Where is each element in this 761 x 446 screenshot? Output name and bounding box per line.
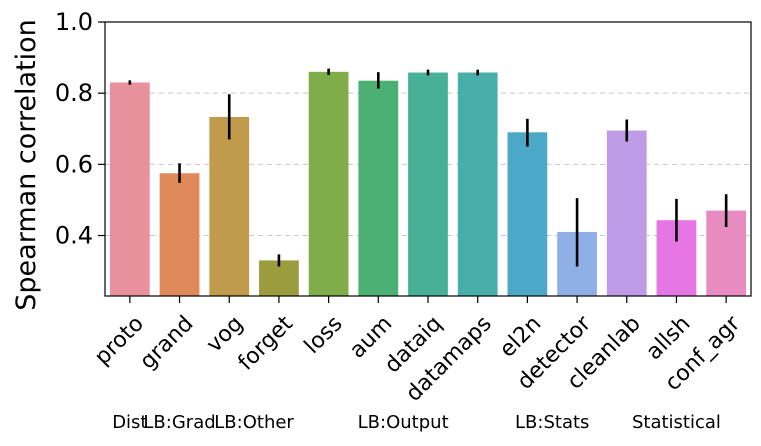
y-tick-label: 0.8 — [55, 79, 93, 107]
y-tick-label: 0.6 — [55, 150, 93, 178]
x-tick-label: loss — [300, 311, 348, 359]
y-tick-label: 1.0 — [55, 8, 93, 36]
y-axis: 0.4 0.6 0.8 1.0 — [55, 8, 105, 250]
bar-grand — [159, 173, 200, 296]
bar-vog — [209, 117, 250, 296]
bar-cleanlab — [606, 130, 647, 296]
group-label: LB:Other — [214, 412, 294, 433]
bar-dataiq — [408, 72, 448, 296]
bar-el2n — [507, 132, 548, 296]
bar-proto — [109, 82, 150, 297]
group-label: LB:Stats — [515, 412, 589, 433]
y-tick-label: 0.4 — [55, 222, 93, 250]
group-label: LB:Grad — [143, 412, 215, 433]
error-bars — [128, 68, 728, 267]
group-label: Statistical — [632, 412, 721, 433]
bar-datamaps — [457, 72, 498, 296]
group-label: Dist — [112, 412, 147, 433]
bar-aum — [358, 80, 399, 296]
x-tick-label: grand — [135, 311, 198, 374]
group-label: LB:Output — [358, 412, 449, 433]
bars — [109, 71, 747, 297]
y-axis-label: Spearman correlation — [11, 19, 42, 310]
x-tick-label: forget — [234, 311, 299, 376]
bar-loss — [308, 71, 349, 297]
